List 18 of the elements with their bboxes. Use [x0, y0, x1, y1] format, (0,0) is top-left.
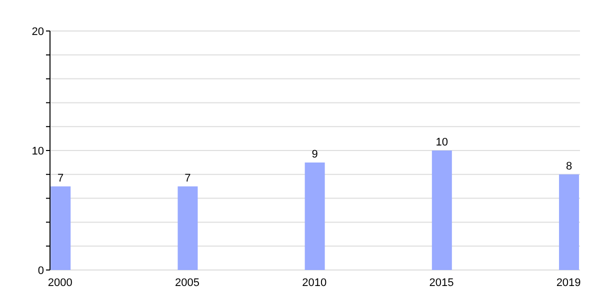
data-label: 7	[58, 172, 64, 184]
x-tick-label: 2000	[48, 276, 72, 289]
data-label: 9	[312, 148, 318, 160]
data-label: 10	[436, 136, 448, 148]
y-tick-label: 0	[38, 264, 44, 277]
y-tick-label: 10	[32, 145, 44, 158]
data-label: 8	[566, 160, 572, 172]
data-label: 7	[184, 172, 191, 184]
x-tick-label: 2010	[302, 276, 327, 289]
x-tick-label: 2005	[175, 276, 200, 289]
bar	[178, 186, 198, 270]
bar	[50, 186, 71, 270]
bar	[559, 174, 580, 270]
x-tick-label: 2015	[429, 276, 454, 289]
bar	[432, 150, 452, 270]
y-tick-label: 20	[32, 26, 44, 38]
x-tick-label: 2019	[556, 276, 581, 289]
bar	[304, 162, 325, 270]
